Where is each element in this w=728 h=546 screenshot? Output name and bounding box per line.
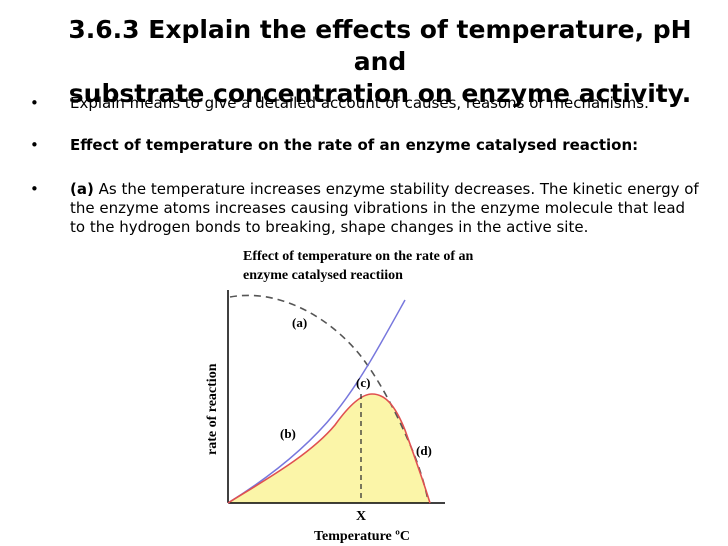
bullet-marker: • — [30, 180, 39, 198]
bullet-marker: • — [30, 136, 39, 154]
observed-area-fill — [228, 394, 430, 503]
y-axis-label: rate of reaction — [205, 363, 220, 455]
bullet-text: Effect of temperature on the rate of an … — [70, 136, 639, 154]
title-line-2: substrate concentration on enzyme activi… — [68, 79, 692, 108]
label-a: (a) — [292, 315, 307, 330]
optimum-x-label: X — [356, 509, 366, 524]
bullet-prefix: (a) — [70, 180, 94, 198]
title-line-1: 3.6.3 Explain the effects of temperature… — [68, 15, 692, 76]
chart-title-line-2: enzyme catalysed reactiion — [243, 268, 403, 283]
x-axis-label: Temperature ºC — [314, 529, 410, 544]
label-c: (c) — [356, 375, 370, 390]
slide-title: 3.6.3 Explain the effects of temperature… — [60, 14, 700, 110]
activity-curve — [227, 299, 406, 504]
bullet-text: (a) As the temperature increases enzyme … — [70, 180, 710, 237]
bullet-line: to the hydrogen bonds to breaking, shape… — [70, 218, 589, 236]
label-b: (b) — [280, 426, 296, 441]
chart-title-line-1: Effect of temperature on the rate of an — [243, 249, 473, 264]
stability-curve — [229, 294, 429, 501]
bullet-line: (a) As the temperature increases enzyme … — [70, 180, 699, 198]
observed-curve — [227, 393, 431, 504]
bullet-marker: • — [30, 94, 39, 112]
label-d: (d) — [416, 443, 432, 458]
bullet-text: Explain means to give a detailed account… — [70, 94, 649, 112]
bullet-line: the enzyme atoms increases causing vibra… — [70, 199, 686, 217]
